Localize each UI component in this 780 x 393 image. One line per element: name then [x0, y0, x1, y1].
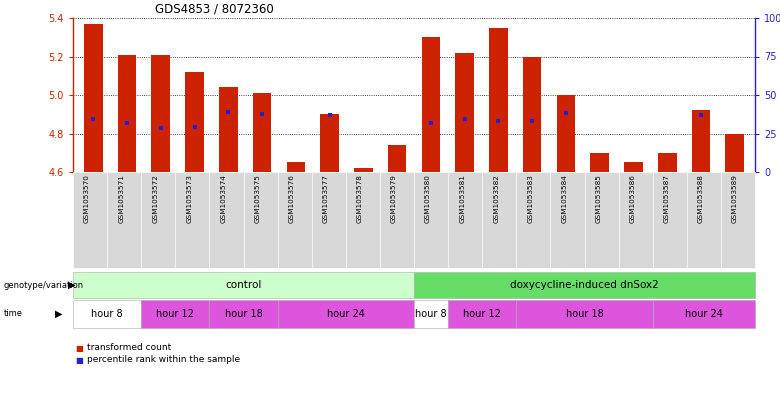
Bar — [388, 145, 406, 172]
Text: GDS4853 / 8072360: GDS4853 / 8072360 — [155, 2, 274, 15]
Bar — [658, 153, 676, 172]
Text: ■: ■ — [75, 343, 83, 353]
Text: GSM1053578: GSM1053578 — [356, 174, 363, 223]
Text: GSM1053581: GSM1053581 — [459, 174, 465, 223]
Bar — [489, 28, 508, 172]
Text: ▶: ▶ — [68, 280, 76, 290]
Text: GSM1053576: GSM1053576 — [289, 174, 295, 223]
Text: GSM1053586: GSM1053586 — [629, 174, 636, 223]
Text: hour 24: hour 24 — [685, 309, 723, 319]
Bar — [118, 55, 136, 172]
Text: hour 12: hour 12 — [463, 309, 501, 319]
Text: GSM1053579: GSM1053579 — [391, 174, 397, 223]
Text: percentile rank within the sample: percentile rank within the sample — [87, 356, 239, 364]
Text: GSM1053587: GSM1053587 — [664, 174, 670, 223]
Bar — [456, 53, 474, 172]
Bar — [286, 162, 305, 172]
Text: GSM1053582: GSM1053582 — [493, 174, 499, 223]
Text: GSM1053584: GSM1053584 — [562, 174, 568, 223]
Text: GSM1053583: GSM1053583 — [527, 174, 534, 223]
Bar — [624, 162, 643, 172]
Bar — [84, 24, 102, 172]
Text: hour 18: hour 18 — [566, 309, 604, 319]
Bar — [219, 87, 238, 172]
Bar — [523, 57, 541, 172]
Text: GSM1053571: GSM1053571 — [118, 174, 124, 223]
Text: GSM1053588: GSM1053588 — [698, 174, 704, 223]
Text: hour 24: hour 24 — [327, 309, 365, 319]
Bar — [186, 72, 204, 172]
Bar — [354, 168, 373, 172]
Text: time: time — [4, 310, 23, 318]
Bar — [253, 93, 271, 172]
Bar — [422, 37, 440, 172]
Text: doxycycline-induced dnSox2: doxycycline-induced dnSox2 — [510, 280, 659, 290]
Text: GSM1053585: GSM1053585 — [596, 174, 601, 223]
Text: GSM1053572: GSM1053572 — [152, 174, 158, 223]
Text: GSM1053570: GSM1053570 — [84, 174, 90, 223]
Bar — [692, 110, 711, 172]
Text: hour 8: hour 8 — [415, 309, 447, 319]
Text: control: control — [225, 280, 261, 290]
Text: GSM1053573: GSM1053573 — [186, 174, 193, 223]
Bar — [725, 134, 744, 172]
Bar — [151, 55, 170, 172]
Text: ▶: ▶ — [55, 309, 62, 319]
Text: genotype/variation: genotype/variation — [4, 281, 84, 290]
Text: GSM1053574: GSM1053574 — [221, 174, 226, 223]
Text: GSM1053580: GSM1053580 — [425, 174, 431, 223]
Text: hour 8: hour 8 — [91, 309, 123, 319]
Text: GSM1053589: GSM1053589 — [732, 174, 738, 223]
Text: GSM1053577: GSM1053577 — [323, 174, 328, 223]
Bar — [557, 95, 575, 172]
Text: transformed count: transformed count — [87, 343, 171, 353]
Bar — [590, 153, 609, 172]
Bar — [321, 114, 339, 172]
Text: hour 18: hour 18 — [225, 309, 262, 319]
Text: GSM1053575: GSM1053575 — [254, 174, 261, 223]
Text: hour 12: hour 12 — [156, 309, 194, 319]
Text: ■: ■ — [75, 356, 83, 364]
